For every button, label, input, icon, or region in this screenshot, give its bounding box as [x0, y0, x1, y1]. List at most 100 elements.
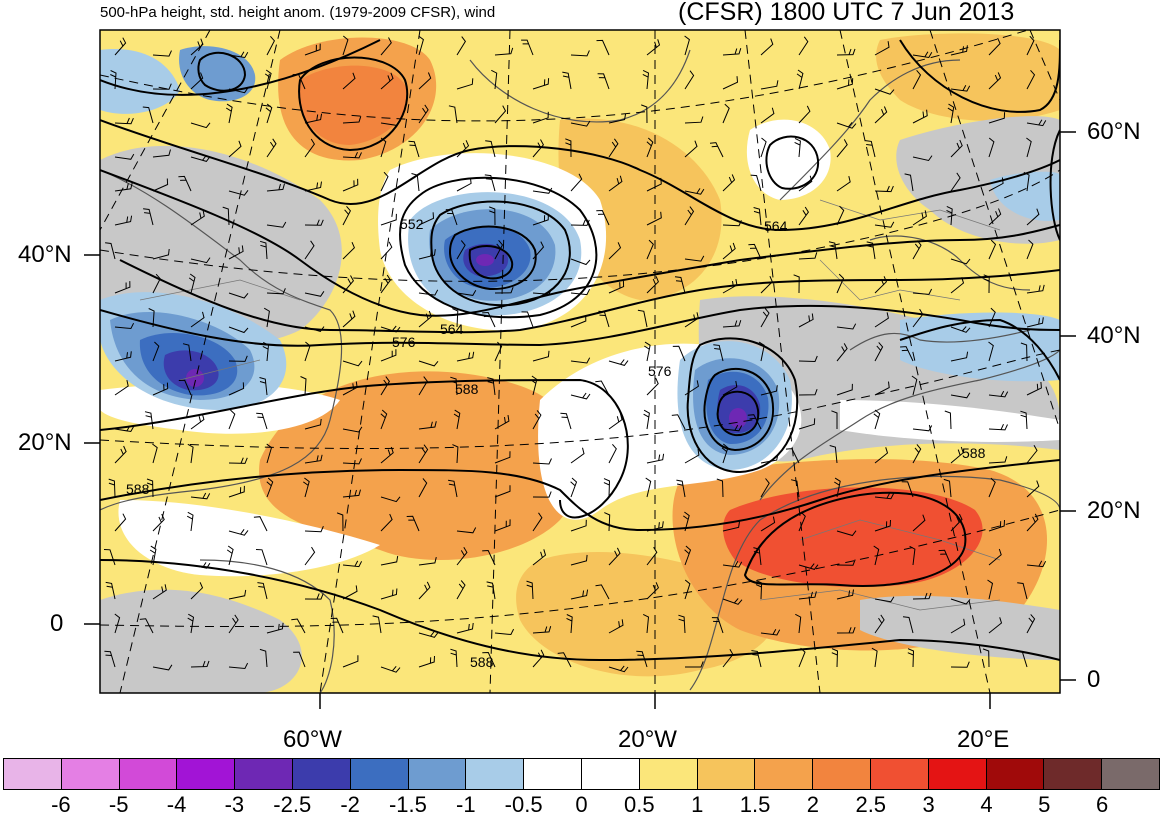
wind-barb: [300, 376, 307, 396]
wind-barb: [304, 546, 316, 566]
wind-barb: [418, 360, 439, 367]
wind-barb: [418, 104, 429, 124]
wind-barb: [408, 140, 420, 158]
wind-barb: [684, 545, 692, 566]
wind-barb: [114, 513, 127, 532]
wind-barb: [912, 69, 922, 90]
wind-barb: [418, 631, 439, 638]
wind-barb: [342, 72, 356, 90]
wind-barb: [452, 444, 459, 464]
wind-barb: [950, 598, 971, 605]
wind-barb: [1026, 614, 1036, 634]
wind-barb: [646, 177, 662, 192]
wind-barb: [342, 310, 356, 328]
wind-barb: [342, 35, 349, 56]
wind-barb: [950, 45, 968, 56]
wind-barb: [380, 409, 388, 430]
wind-barb: [418, 310, 432, 328]
wind-barb: [836, 589, 854, 600]
wind-barb: [785, 448, 800, 464]
wind-barb: [456, 289, 477, 296]
wind-barb: [342, 585, 358, 600]
wind-barb: [532, 512, 543, 532]
wind-barb: [380, 665, 401, 673]
wind-barb: [901, 481, 914, 498]
wind-barb: [494, 415, 510, 430]
wind-barb: [228, 457, 248, 464]
wind-barb: [1026, 513, 1039, 532]
colorbar-tick-label: -1.5: [388, 792, 427, 817]
wind-barb: [570, 173, 583, 192]
wind-barb: [562, 71, 572, 90]
wind-barb: [793, 274, 800, 294]
wind-barb: [798, 511, 806, 532]
wind-barb: [836, 530, 857, 537]
wind-barb: [722, 174, 736, 192]
wind-barb: [829, 445, 838, 464]
wind-barb: [874, 614, 885, 634]
wind-barb: [684, 70, 695, 90]
wind-barb: [532, 241, 545, 260]
wind-barb: [418, 556, 437, 566]
lat-label-right: 60°N: [1087, 118, 1141, 145]
wind-barb: [418, 478, 428, 498]
wind-barb: [342, 489, 361, 498]
wind-barb: [685, 661, 704, 668]
wind-barb: [342, 205, 352, 226]
colorbar-tick-label: -0.5: [504, 792, 543, 817]
wind-barb: [448, 479, 458, 498]
wind-barb: [418, 421, 437, 430]
contour-label: 564: [764, 218, 788, 234]
colorbar-swatch: [581, 759, 640, 789]
wind-barb: [532, 626, 552, 634]
wind-barb: [988, 519, 1005, 532]
wind-barb: [836, 559, 856, 566]
wind-barb: [947, 103, 955, 124]
wind-barb: [1026, 560, 1047, 568]
wind-barb: [108, 478, 116, 498]
colorbar-tick-label: -2.5: [273, 792, 312, 817]
wind-barb: [190, 257, 211, 264]
colorbar-tick-label: 2: [806, 792, 820, 817]
wind-barb: [406, 515, 420, 532]
wind-barb: [228, 326, 249, 334]
wind-barb: [836, 383, 853, 396]
lat-label-left: 40°N: [18, 241, 72, 268]
wind-barb: [836, 343, 848, 362]
wind-barb: [152, 273, 161, 294]
wind-barb: [760, 38, 774, 56]
wind-barb: [418, 581, 431, 600]
wind-barb: [722, 561, 743, 568]
wind-barb: [521, 39, 534, 56]
wind-barb: [684, 579, 691, 600]
wind-barb: [228, 589, 247, 600]
wind-barb: [304, 113, 323, 124]
wind-barb: [751, 650, 762, 668]
wind-barb: [988, 137, 995, 158]
colorbar-tick-label: 5: [1038, 792, 1051, 817]
wind-barb: [760, 107, 775, 124]
wind-barb: [566, 614, 573, 634]
wind-barb: [494, 628, 515, 636]
map-valid-time: (CFSR) 1800 UTC 7 Jun 2013: [678, 0, 1015, 26]
wind-barb: [570, 219, 590, 226]
wind-barb: [603, 478, 611, 498]
wind-barb: [988, 341, 994, 362]
wind-barb: [722, 48, 742, 56]
colorbar-swatch: [61, 759, 120, 789]
wind-barb: [342, 655, 359, 668]
wind-barb: [646, 582, 659, 600]
wind-barb: [674, 276, 686, 294]
wind-barb: [330, 617, 344, 634]
wind-barb: [453, 409, 461, 430]
wind-barb: [456, 546, 468, 566]
wind-barb: [532, 78, 550, 90]
contour-label: 576: [648, 363, 672, 379]
wind-barb: [494, 485, 511, 498]
colorbar-swatch: [235, 759, 293, 789]
wind-barb: [1020, 342, 1028, 362]
wind-barb: [950, 139, 963, 158]
wind-barb: [266, 138, 277, 158]
wind-barb: [608, 138, 619, 158]
wind-barb: [798, 175, 813, 192]
